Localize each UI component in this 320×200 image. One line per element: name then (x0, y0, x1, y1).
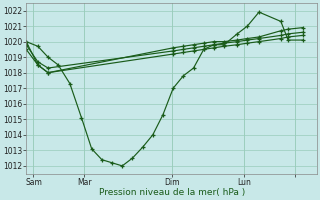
X-axis label: Pression niveau de la mer( hPa ): Pression niveau de la mer( hPa ) (99, 188, 245, 197)
